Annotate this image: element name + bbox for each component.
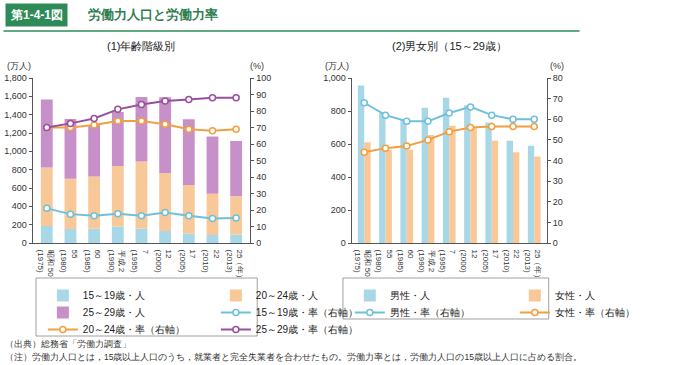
- svg-text:55(1980): 55(1980): [59, 250, 78, 273]
- svg-text:女性・人: 女性・人: [555, 290, 595, 301]
- svg-text:80: 80: [256, 106, 266, 116]
- svg-text:7(1995): 7(1995): [130, 250, 149, 273]
- svg-text:7(1995): 7(1995): [438, 250, 457, 273]
- svg-text:22(2010): 22(2010): [502, 250, 521, 273]
- svg-text:25～29歳・人: 25～29歳・人: [83, 307, 145, 318]
- svg-text:100: 100: [256, 73, 271, 83]
- svg-text:労働力人口と労働力率: 労働力人口と労働力率: [88, 7, 218, 22]
- svg-text:(1)年齢階級別: (1)年齢階級別: [107, 40, 175, 52]
- svg-text:800: 800: [12, 165, 27, 175]
- svg-text:12(2000): 12(2000): [154, 250, 173, 273]
- svg-text:昭和 50(1975): 昭和 50(1975): [36, 250, 55, 278]
- svg-text:60: 60: [256, 139, 266, 149]
- svg-text:女性・率（右軸）: 女性・率（右軸）: [555, 307, 635, 318]
- svg-text:30: 30: [553, 176, 563, 186]
- svg-text:90: 90: [256, 90, 266, 100]
- svg-text:400: 400: [331, 172, 346, 182]
- svg-text:1,200: 1,200: [4, 128, 27, 138]
- svg-text:男性・人: 男性・人: [390, 290, 430, 301]
- svg-text:0: 0: [256, 238, 261, 248]
- svg-text:40: 40: [256, 172, 266, 182]
- svg-text:60: 60: [553, 114, 563, 124]
- svg-text:20～24歳・人: 20～24歳・人: [256, 290, 318, 301]
- svg-text:17(2005): 17(2005): [178, 250, 197, 273]
- svg-text:昭和 50(1975): 昭和 50(1975): [353, 250, 372, 278]
- svg-text:15～19歳・人: 15～19歳・人: [83, 290, 145, 301]
- svg-text:平成 2(1990): 平成 2(1990): [417, 250, 436, 273]
- svg-text:20～24歳・率（右軸）: 20～24歳・率（右軸）: [83, 324, 185, 335]
- svg-text:0: 0: [553, 238, 558, 248]
- svg-text:22(2010): 22(2010): [201, 250, 220, 273]
- svg-text:50: 50: [256, 156, 266, 166]
- svg-text:1,000: 1,000: [4, 146, 27, 156]
- svg-text:10: 10: [553, 218, 563, 228]
- svg-text:20: 20: [256, 205, 266, 215]
- svg-text:（出典）総務省「労働力調査」: （出典）総務省「労働力調査」: [5, 339, 131, 349]
- svg-text:50: 50: [553, 135, 563, 145]
- svg-text:（注）労働力人口とは，15歳以上人口のうち，就業者と完全失業: （注）労働力人口とは，15歳以上人口のうち，就業者と完全失業者を合わせたもの。労…: [5, 352, 582, 362]
- svg-text:17(2005): 17(2005): [481, 250, 500, 273]
- svg-text:60(1985): 60(1985): [83, 250, 102, 273]
- svg-text:70: 70: [553, 94, 563, 104]
- svg-text:15～19歳・率（右軸）: 15～19歳・率（右軸）: [256, 307, 358, 318]
- svg-text:40: 40: [553, 156, 563, 166]
- svg-text:(万人): (万人): [7, 61, 31, 71]
- svg-text:(2)男女別（15～29歳）: (2)男女別（15～29歳）: [392, 40, 507, 52]
- svg-text:25（年）(2013): 25（年）(2013): [225, 250, 244, 283]
- svg-text:400: 400: [12, 201, 27, 211]
- svg-text:55(1980): 55(1980): [374, 250, 393, 273]
- svg-text:(%): (%): [550, 61, 564, 71]
- svg-text:0: 0: [22, 238, 27, 248]
- svg-text:男性・率（右軸）: 男性・率（右軸）: [390, 307, 470, 318]
- svg-text:10: 10: [256, 222, 266, 232]
- svg-text:第1-4-1図: 第1-4-1図: [10, 8, 63, 22]
- svg-text:1,800: 1,800: [4, 73, 27, 83]
- svg-text:800: 800: [331, 106, 346, 116]
- svg-text:12(2000): 12(2000): [459, 250, 478, 273]
- svg-text:60(1985): 60(1985): [396, 250, 415, 273]
- svg-text:600: 600: [331, 139, 346, 149]
- svg-text:20: 20: [553, 197, 563, 207]
- svg-text:1,600: 1,600: [4, 91, 27, 101]
- svg-text:200: 200: [331, 205, 346, 215]
- svg-text:平成 2(1990): 平成 2(1990): [107, 250, 126, 273]
- svg-text:80: 80: [553, 73, 563, 83]
- svg-text:(万人): (万人): [325, 61, 349, 71]
- svg-text:(%): (%): [250, 61, 264, 71]
- svg-text:600: 600: [12, 183, 27, 193]
- svg-text:70: 70: [256, 123, 266, 133]
- svg-text:25～29歳・率（右軸）: 25～29歳・率（右軸）: [256, 324, 358, 335]
- svg-text:1,000: 1,000: [323, 73, 346, 83]
- svg-text:30: 30: [256, 189, 266, 199]
- svg-text:25（年）(2013): 25（年）(2013): [523, 250, 542, 283]
- svg-text:1,400: 1,400: [4, 110, 27, 120]
- svg-text:200: 200: [12, 220, 27, 230]
- svg-text:0: 0: [341, 238, 346, 248]
